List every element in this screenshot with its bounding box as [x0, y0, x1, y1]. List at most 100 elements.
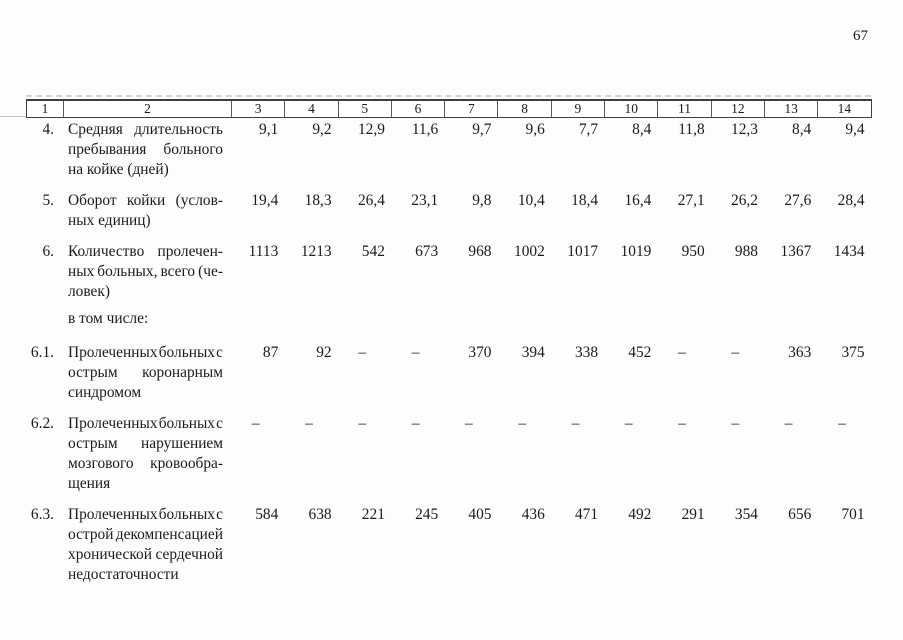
statistics-table: 1 2 3 4 5 6 7 8 9 10 11 12 13 14 4. Средняя длительност… — [26, 99, 872, 596]
row-number — [26, 309, 62, 329]
row-label-line: ных единиц) — [68, 212, 151, 229]
value-cell: 9,4 — [845, 121, 865, 138]
value-cell: 27,1 — [677, 192, 705, 209]
row-label-line: острым коронарным — [68, 364, 223, 381]
value-cell-empty: – — [411, 344, 420, 361]
value-cell: 375 — [841, 344, 865, 361]
value-cell-empty: – — [358, 415, 367, 432]
value-cell: 1002 — [514, 243, 545, 260]
row-label-line: острым нарушением — [68, 435, 223, 452]
row-label-line: недостаточности — [68, 566, 179, 583]
row-label: Пролеченных больных с острым нарушением мозго… — [62, 414, 230, 494]
value-cell: 245 — [415, 506, 439, 523]
value-cell-empty: – — [305, 415, 313, 432]
value-cell-empty: – — [731, 344, 740, 361]
row-label-line: Пролеченных больных с — [68, 344, 223, 361]
row-label-line: ловек) — [68, 283, 110, 300]
row-label-line: Пролеченных больных с — [68, 415, 223, 432]
header-cell: 6 — [390, 101, 444, 117]
row-label: Пролеченных больных с острым коронарным синдр… — [62, 343, 230, 403]
value-cell: 1434 — [833, 243, 865, 260]
value-cell: 92 — [316, 344, 332, 361]
value-cell: 9,2 — [312, 121, 332, 138]
table-body: 4. Средняя длительность пребывания больного н… — [26, 118, 872, 585]
row-label: в том числе: — [62, 309, 230, 329]
value-cell-empty: – — [624, 415, 633, 432]
row-label-line: Количество пролечен- — [68, 243, 223, 260]
value-cell: 28,4 — [837, 192, 865, 209]
table-header-row: 1 2 3 4 5 6 7 8 9 10 11 12 13 14 — [26, 99, 872, 118]
value-cell: 363 — [788, 344, 812, 361]
value-cell: 18,4 — [571, 192, 599, 209]
value-cell: 471 — [574, 506, 599, 523]
value-cell: 26,4 — [357, 192, 385, 209]
row-label: Количество пролечен-ных больных, всего (че-л… — [62, 242, 230, 302]
value-cell-empty: – — [784, 415, 793, 432]
value-cell: 291 — [681, 506, 705, 523]
value-cell-empty: – — [731, 415, 740, 432]
row-label-line: синдромом — [68, 384, 142, 401]
value-cell: 950 — [681, 243, 705, 260]
header-cell: 12 — [710, 101, 764, 117]
row-label-line: мозгового кровообра- — [68, 455, 223, 472]
header-cell: 13 — [763, 101, 817, 117]
table-row: 6.1. Пролеченных больных с острым коронарным с… — [26, 343, 872, 403]
value-cell-empty: – — [358, 344, 367, 361]
row-label-line: Пролеченных больных с — [68, 506, 223, 523]
value-cell: 394 — [521, 344, 545, 361]
header-cell: 11 — [657, 101, 710, 117]
row-label-line: острой декомпенсацией — [68, 526, 223, 543]
header-cell: 8 — [497, 101, 550, 117]
row-label-line: ных больных, всего (че- — [68, 263, 223, 280]
value-cell: 405 — [468, 506, 492, 523]
value-cell: 221 — [361, 506, 385, 523]
value-cell-empty: – — [838, 415, 846, 432]
row-label-line: пребывания больного — [68, 141, 223, 158]
value-cell: 9,8 — [472, 192, 492, 209]
header-cell: 7 — [444, 101, 497, 117]
value-cell: 436 — [521, 506, 545, 523]
value-cell: 638 — [308, 506, 332, 523]
value-cell-empty: – — [678, 344, 686, 361]
value-cell: 1113 — [248, 243, 279, 260]
row-number: 6.2. — [30, 415, 54, 432]
value-cell-empty: – — [464, 415, 473, 432]
value-cell: 23,1 — [411, 192, 439, 209]
value-cell: 1213 — [300, 243, 332, 260]
value-cell: 542 — [361, 243, 385, 260]
row-label-line: Средняя длительность — [68, 121, 223, 138]
value-cell: 370 — [468, 344, 492, 361]
table-row: 6. Количество пролечен-ных больных, всего (че… — [26, 242, 872, 302]
header-cell: 3 — [231, 101, 284, 117]
row-label-line: Оборот койки (услов- — [68, 192, 223, 209]
value-cell: 673 — [415, 243, 439, 260]
value-cell-empty: – — [678, 415, 686, 432]
row-number: 5. — [42, 192, 54, 209]
row-label: Пролеченных больных с острой декомпенсацией х… — [62, 505, 230, 585]
value-cell-empty: – — [411, 415, 420, 432]
value-cell-empty: – — [518, 415, 526, 432]
value-cell: 8,4 — [792, 121, 812, 138]
value-cell: 988 — [734, 243, 758, 260]
header-cell: 10 — [604, 101, 657, 117]
value-cell: 1019 — [620, 243, 652, 260]
value-cell: 9,6 — [525, 121, 545, 138]
value-cell: 7,7 — [578, 121, 599, 138]
value-cell: 656 — [788, 506, 812, 523]
row-label-line: щения — [68, 475, 111, 492]
value-cell: 11,8 — [678, 121, 705, 138]
value-cell: 452 — [628, 344, 652, 361]
value-cell: 8,4 — [632, 121, 652, 138]
row-label-line: хронической сердечной — [68, 546, 223, 563]
value-cell: 9,1 — [259, 121, 279, 138]
value-cell: 27,6 — [784, 192, 812, 209]
header-cell: 1 — [41, 101, 49, 116]
value-cell: 11,6 — [411, 121, 439, 138]
value-cell: 1367 — [780, 243, 812, 260]
value-cell-empty: – — [571, 415, 580, 432]
value-cell: 584 — [255, 506, 279, 523]
row-label: Оборот койки (услов-ных единиц) — [62, 191, 230, 231]
value-cell-empty: – — [251, 415, 260, 432]
header-cell: 5 — [337, 101, 391, 117]
value-cell: 12,3 — [731, 121, 758, 138]
